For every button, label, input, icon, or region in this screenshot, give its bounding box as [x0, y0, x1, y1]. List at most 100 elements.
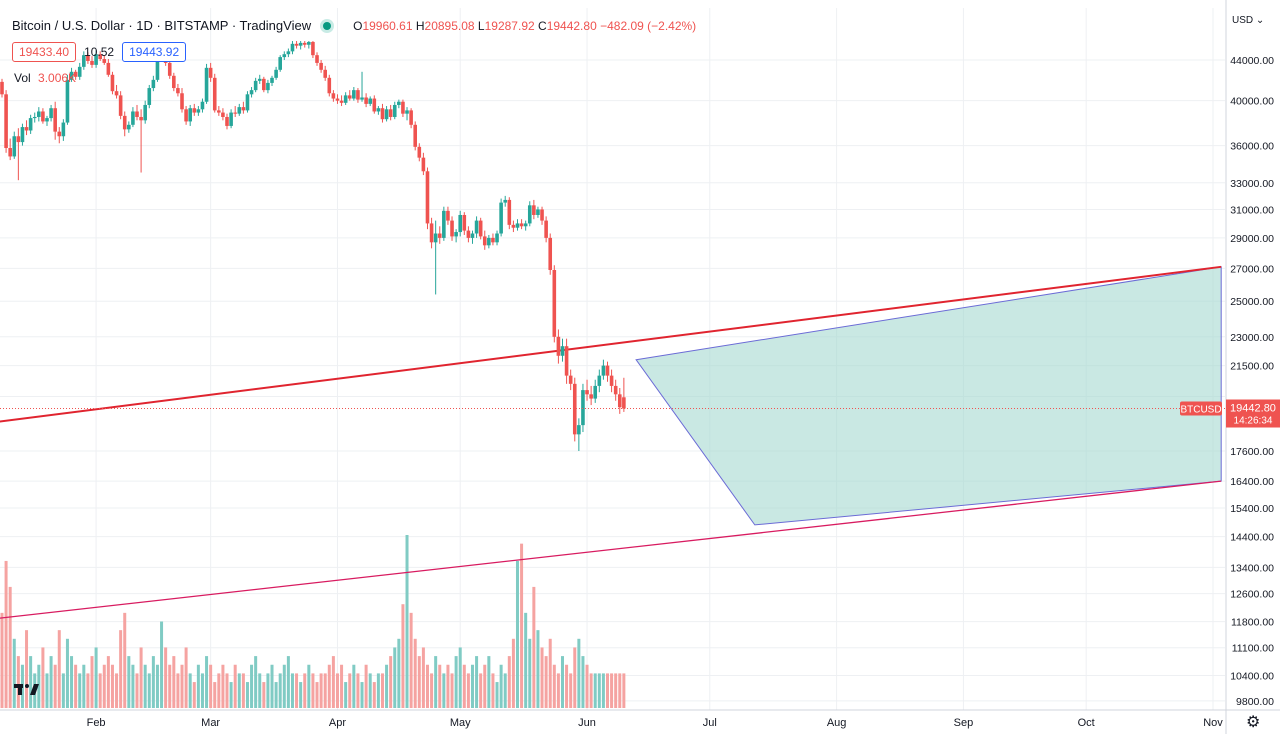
candle-body — [262, 78, 266, 91]
candle-body — [356, 90, 360, 100]
candle-body — [442, 210, 446, 238]
volume-bar — [57, 630, 61, 708]
candle-body — [110, 74, 115, 92]
countdown-value: 14:26:34 — [1234, 416, 1273, 427]
buy-button[interactable]: 19443.92 — [122, 42, 187, 62]
candle-body — [237, 107, 242, 114]
volume-bar — [315, 682, 319, 708]
volume-bar — [597, 673, 601, 708]
candle-body — [470, 233, 475, 238]
candle-body — [53, 108, 57, 132]
change-value: −482.09 (−2.42%) — [600, 18, 697, 33]
volume-bar — [417, 656, 421, 708]
volume-bar — [601, 673, 605, 708]
candle-body — [589, 394, 593, 399]
volume-legend[interactable]: Vol 3.006K — [14, 71, 76, 85]
price-tick-label: 11800.00 — [1231, 617, 1274, 629]
volume-bar — [393, 647, 397, 708]
candle-body — [601, 365, 606, 376]
currency-selector[interactable]: USD ⌄ — [1232, 15, 1265, 26]
candle-body — [61, 122, 66, 137]
volume-bar — [213, 682, 217, 708]
pattern-drawing[interactable] — [635, 266, 1222, 526]
chevron-down-icon: ⌄ — [1255, 15, 1265, 26]
candle-body — [380, 108, 385, 120]
candle-body — [8, 148, 12, 157]
volume-bar — [450, 673, 454, 708]
candle-body — [319, 62, 323, 70]
volume-bar — [618, 673, 622, 708]
volume-bar — [573, 647, 577, 708]
price-axis[interactable]: 44000.00 40000.00 36000.00 33000.00 31000.00… — [1230, 55, 1274, 708]
volume-bar — [115, 673, 119, 708]
candle-body — [118, 95, 123, 116]
tradingview-logo-icon[interactable] — [14, 682, 40, 701]
volume-bar — [237, 673, 241, 708]
volume-bar — [511, 638, 515, 708]
volume-bar — [41, 647, 45, 708]
volume-bar — [319, 673, 323, 708]
trade-panel[interactable]: 19433.40 10.52 19443.92 — [12, 42, 187, 62]
volume-bar — [102, 664, 106, 708]
time-axis[interactable]: Feb Mar Apr May Jun Jul Aug Sep Oct Nov — [87, 717, 1224, 729]
volume-bar — [131, 664, 135, 708]
price-tick-label: 40000.00 — [1230, 96, 1274, 108]
volume-bar — [8, 586, 12, 708]
volume-bar — [53, 664, 57, 708]
time-tick-label: Mar — [201, 717, 220, 729]
volume-bar — [380, 673, 384, 708]
volume-bar — [487, 656, 491, 708]
candle-body — [212, 77, 217, 111]
sell-button[interactable]: 19433.40 — [12, 42, 77, 62]
trend-line-magenta — [0, 480, 1222, 619]
candle-body — [388, 109, 393, 117]
candle-body — [597, 375, 602, 386]
candle-body — [172, 75, 176, 89]
candle-body — [617, 394, 622, 408]
volume-bar — [86, 673, 90, 708]
volume-bar — [585, 664, 589, 708]
volume-bar — [385, 664, 389, 708]
time-tick-label: Sep — [954, 717, 974, 729]
volume-bar — [295, 673, 299, 708]
candle-body — [82, 55, 86, 67]
volume-bar — [106, 656, 110, 708]
candle-body — [405, 110, 409, 114]
candle-body — [450, 220, 454, 237]
candle-body — [184, 109, 188, 122]
volume-bar — [217, 673, 221, 708]
candle-body — [515, 223, 520, 228]
volume-bar — [143, 664, 147, 708]
candle-body — [360, 97, 364, 100]
candle-body — [478, 220, 483, 237]
candle-body — [532, 205, 536, 215]
gear-icon[interactable]: ⚙ — [1246, 714, 1261, 731]
volume-bar — [250, 664, 254, 708]
candle-body — [364, 97, 368, 104]
volume-bar — [593, 673, 597, 708]
candle-body — [466, 230, 471, 238]
price-tick-label: 11100.00 — [1232, 643, 1274, 655]
volume-bar — [274, 682, 278, 708]
volume-bar — [376, 673, 380, 708]
candle-body — [28, 118, 33, 131]
candle-body — [114, 91, 119, 96]
volume-bar — [548, 638, 552, 708]
volume-bar — [270, 664, 274, 708]
candle-body — [65, 79, 70, 123]
volume-bar — [495, 682, 499, 708]
candle-body — [368, 98, 373, 104]
candle-body — [605, 365, 610, 376]
candle-body — [37, 111, 41, 117]
candle-body — [221, 112, 225, 117]
symbol-legend[interactable]: Bitcoin / U.S. Dollar · 1D · BITSTAMP · … — [12, 18, 696, 33]
volume-bar — [552, 664, 556, 708]
trend-lines[interactable] — [0, 265, 1222, 624]
price-tick-label: 14400.00 — [1230, 532, 1274, 544]
volume-bar — [0, 612, 4, 708]
candle-body — [245, 94, 250, 111]
candle-body — [421, 157, 426, 172]
volume-bar — [344, 682, 348, 708]
candle-body — [127, 124, 131, 130]
